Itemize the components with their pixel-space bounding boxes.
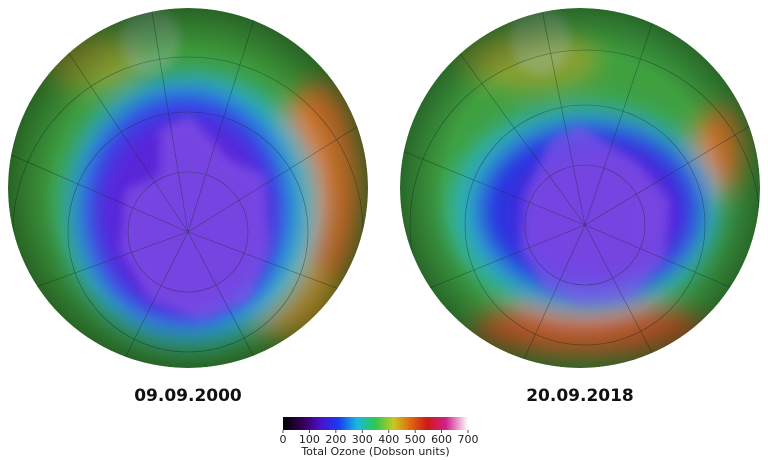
tick-label: 0 [280, 433, 287, 446]
tick-label: 200 [325, 433, 346, 446]
tick-label: 500 [405, 433, 426, 446]
date-label: 09.09.2000 [134, 386, 242, 406]
globe-2018 [400, 8, 760, 368]
tick-label: 400 [378, 433, 399, 446]
date-label: 20.09.2018 [526, 386, 634, 406]
tick-label: 300 [352, 433, 373, 446]
colorbar-label: Total Ozone (Dobson units) [300, 445, 449, 458]
colorbar [283, 417, 468, 430]
tick-label: 600 [431, 433, 452, 446]
tick-label: 700 [458, 433, 479, 446]
tick-label: 100 [299, 433, 320, 446]
globe-2000 [8, 8, 368, 368]
